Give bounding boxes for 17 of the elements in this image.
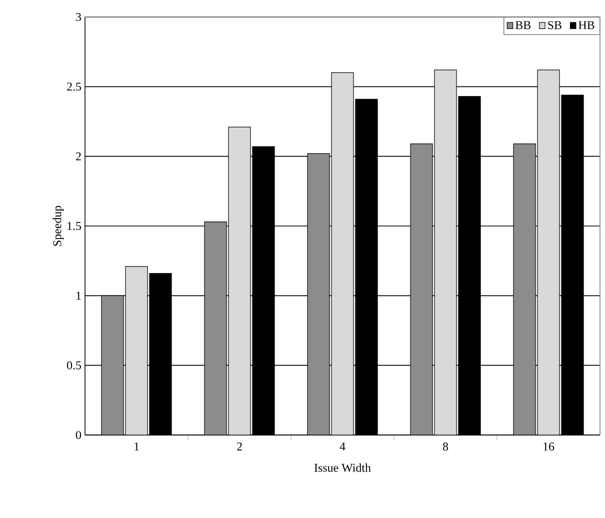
x-tick-label: 16 [544, 442, 554, 451]
y-tick-label: 3 [76, 12, 82, 22]
x-tick-label: 1 [134, 442, 139, 450]
x-tick-label: 4 [340, 442, 346, 450]
x-tick-label: 8 [442, 442, 448, 451]
legend-label: BB [515, 21, 531, 30]
y-tick-label: 2 [76, 152, 81, 160]
legend-label: SB [548, 21, 562, 30]
x-tick-label: 2 [237, 442, 242, 450]
y-axis-title: Speedup [52, 206, 64, 246]
y-tick-label: 1 [76, 292, 81, 300]
y-tick-label: 0 [76, 430, 82, 440]
x-axis-title: Issue Width [314, 463, 371, 472]
y-tick-label: 0.5 [66, 361, 82, 370]
y-tick-label: 1.5 [68, 222, 82, 230]
legend-label: HB [578, 21, 594, 30]
y-tick-label: 2.5 [67, 82, 82, 91]
